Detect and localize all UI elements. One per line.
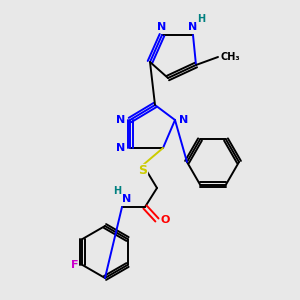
Text: N: N (122, 194, 132, 204)
Text: N: N (179, 115, 189, 125)
Text: H: H (113, 186, 121, 196)
Text: N: N (158, 22, 166, 32)
Text: O: O (160, 215, 170, 225)
Text: H: H (197, 14, 205, 24)
Text: S: S (139, 164, 148, 178)
Text: F: F (71, 260, 78, 270)
Text: N: N (116, 143, 126, 153)
Text: CH₃: CH₃ (220, 52, 240, 62)
Text: N: N (188, 22, 198, 32)
Text: N: N (116, 115, 126, 125)
